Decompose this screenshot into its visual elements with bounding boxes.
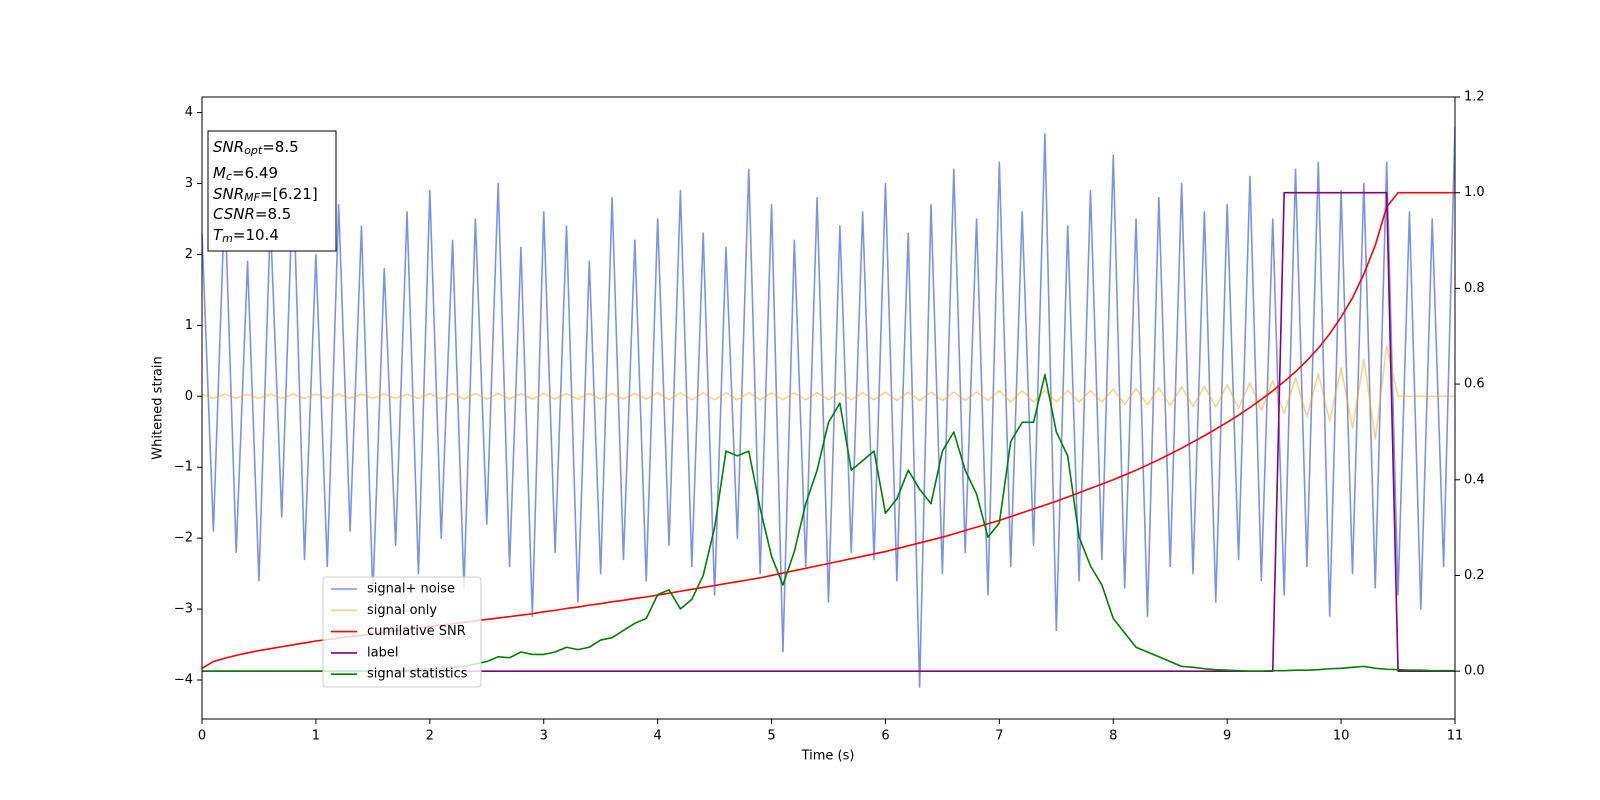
- annotation-line: CSNR=8.5: [213, 205, 291, 223]
- y-tick-label: 2: [185, 247, 193, 262]
- annotation-base: CSNR: [213, 205, 255, 223]
- legend-label: signal statistics: [367, 667, 468, 682]
- annotation-line: SNRopt=8.5: [213, 138, 299, 158]
- x-axis-label: Time (s): [801, 749, 855, 764]
- annotation-rest: =[6.21]: [260, 185, 318, 203]
- legend-label: cumilative SNR: [367, 624, 466, 639]
- x-tick-label: 10: [1333, 729, 1350, 744]
- x-tick-label: 8: [1109, 729, 1117, 744]
- annotation-rest: =8.5: [262, 138, 298, 156]
- y2-tick-label: 0.6: [1464, 377, 1485, 392]
- annotation-base: SNR: [213, 185, 244, 203]
- annotation-sub: MF: [244, 191, 260, 204]
- legend-label: signal+ noise: [367, 582, 455, 597]
- x-tick-label: 11: [1447, 729, 1464, 744]
- y2-tick-label: 0.4: [1464, 472, 1485, 487]
- annotation-line: Mc=6.49: [213, 164, 278, 184]
- y-tick-label: −1: [174, 460, 193, 475]
- x-tick-label: 1: [312, 729, 320, 744]
- axes-frame: [201, 96, 1456, 720]
- legend-frame: [322, 576, 482, 688]
- annotation-box: SNRopt=8.5Mc=6.49SNRMF=[6.21]CSNR=8.5Tm=…: [207, 130, 337, 252]
- annotation-sub: m: [222, 232, 233, 245]
- x-tick-label: 2: [426, 729, 434, 744]
- x-tick-label: 3: [540, 729, 548, 744]
- annotation-line: Tm=10.4: [213, 226, 279, 246]
- annotation-base: M: [213, 164, 226, 182]
- series-line: [202, 126, 1455, 688]
- annotation-base: T: [213, 226, 224, 244]
- y2-tick-label: 1.2: [1464, 90, 1485, 105]
- x-tick-label: 5: [767, 729, 775, 744]
- annotation-rest: =10.4: [233, 226, 279, 244]
- y2-tick-label: 0.2: [1464, 568, 1485, 583]
- annotation-base: SNR: [213, 138, 244, 156]
- annotation-rest: =8.5: [255, 205, 291, 223]
- y-tick-label: −3: [174, 602, 193, 617]
- x-tick-label: 6: [881, 729, 889, 744]
- x-tick-label: 4: [653, 729, 661, 744]
- y-tick-label: 1: [185, 318, 193, 333]
- legend-label: label: [367, 645, 398, 660]
- x-tick-label: 7: [995, 729, 1003, 744]
- legend-label: signal only: [367, 603, 437, 618]
- y-tick-label: −2: [174, 531, 193, 546]
- y-tick-label: 3: [185, 176, 193, 191]
- annotation-frame: [207, 130, 337, 252]
- annotation-rest: =6.49: [232, 164, 278, 182]
- annotation-line: SNRMF=[6.21]: [213, 185, 318, 205]
- x-tick-label: 9: [1223, 729, 1231, 744]
- y-axis-label: Whitened strain: [151, 356, 166, 459]
- y2-tick-label: 1.0: [1464, 185, 1485, 200]
- legend: signal+ noise signal only cumilative SNR la…: [322, 576, 482, 688]
- annotation-sub: opt: [244, 144, 263, 157]
- ticks: 0 1 2 3 4 5 6 7 8 9 10 11 −4 −3 −2 −1 0 1 2 3 4 0.0 0.2 0.4 0.6 0…: [174, 90, 1485, 744]
- series-line: [202, 345, 1455, 440]
- annotation-sub: c: [226, 170, 232, 183]
- y2-tick-label: 0.0: [1464, 664, 1485, 679]
- y-tick-label: 0: [185, 389, 193, 404]
- x-tick-label: 0: [198, 729, 206, 744]
- y-tick-label: −4: [174, 672, 193, 687]
- y-tick-label: 4: [185, 105, 193, 120]
- y2-tick-label: 0.8: [1464, 281, 1485, 296]
